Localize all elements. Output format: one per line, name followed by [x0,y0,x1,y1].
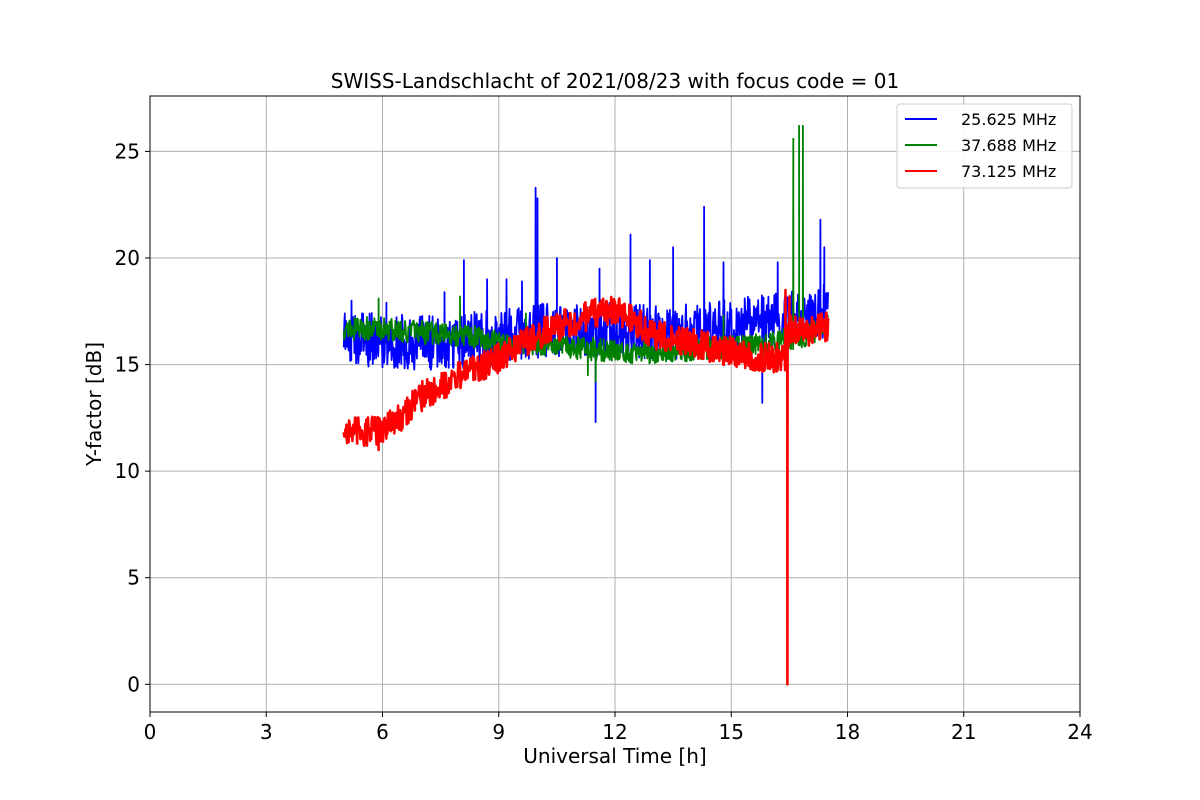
y-axis-label: Y-factor [dB] [82,342,106,467]
legend-label-3: 73.125 MHz [961,162,1056,181]
chart-title: SWISS-Landschlacht of 2021/08/23 with fo… [331,69,899,93]
y-tick-label: 25 [115,139,140,163]
legend-label-1: 25.625 MHz [961,110,1056,129]
series-line-2 [342,124,829,684]
y-tick-label: 20 [115,246,140,270]
legend: 25.625 MHz 37.688 MHz 73.125 MHz [896,103,1073,189]
x-axis-label: Universal Time [h] [523,744,706,768]
x-tick-label: 6 [376,720,389,744]
plot-area [342,124,830,686]
x-tick-label: 12 [602,720,627,744]
x-tick-label: 15 [719,720,744,744]
axis-ticks: 0 3 6 9 12 15 18 21 24 0 5 10 15 20 25 [115,139,1093,744]
y-tick-label: 5 [127,566,140,590]
legend-label-2: 37.688 MHz [961,136,1056,155]
x-tick-label: 21 [951,720,976,744]
series-line-3 [342,288,830,686]
x-tick-label: 24 [1067,720,1092,744]
legend-box [896,103,1073,189]
x-tick-label: 18 [835,720,860,744]
x-tick-label: 9 [492,720,505,744]
y-tick-label: 0 [127,672,140,696]
x-tick-label: 3 [260,720,273,744]
y-tick-label: 15 [115,353,140,377]
y-tick-label: 10 [115,459,140,483]
x-tick-label: 0 [144,720,157,744]
